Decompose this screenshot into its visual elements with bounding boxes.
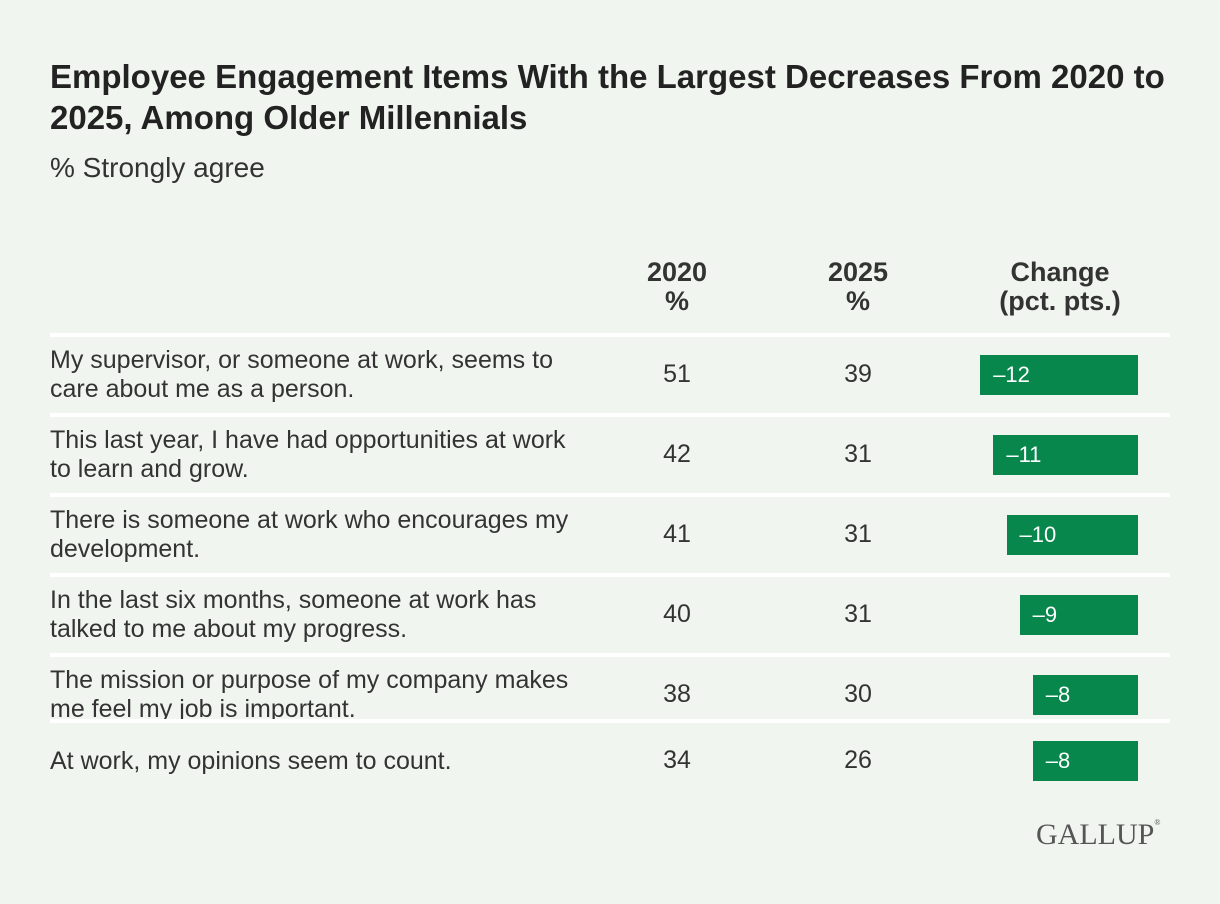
change-bar: –12 (980, 355, 1138, 395)
value-y2025: 39 (844, 360, 872, 388)
row-item-label: The mission or purpose of my company mak… (50, 666, 569, 723)
value-y2020: 51 (663, 360, 691, 388)
value-y2020: 34 (663, 746, 691, 774)
change-bar: –8 (1032, 741, 1138, 781)
change-bar: –10 (1006, 515, 1138, 555)
row-divider (50, 333, 1170, 337)
value-y2025: 31 (844, 520, 872, 548)
value-y2020: 42 (663, 440, 691, 468)
column-header-2025: 2025 % (758, 258, 958, 316)
chart-title: Employee Engagement Items With the Large… (50, 58, 1165, 136)
change-bar-label: –9 (1032, 602, 1058, 627)
value-y2020: 38 (663, 680, 691, 708)
row-item-label: This last year, I have had opportunities… (50, 426, 566, 483)
row-divider (50, 653, 1170, 657)
column-header-line: 2020 (646, 257, 708, 287)
row-item-label: My supervisor, or someone at work, seems… (50, 346, 553, 403)
value-y2020: 40 (663, 600, 691, 628)
change-bar-label: –12 (993, 362, 1030, 387)
row-divider (50, 493, 1170, 497)
chart-subtitle: % Strongly agree (50, 152, 265, 183)
change-bar-label: –8 (1045, 682, 1071, 707)
logo-text: GALLUP (1036, 818, 1155, 851)
gallup-logo: GALLUP® (1036, 818, 1161, 851)
change-bar: –8 (1032, 675, 1138, 715)
value-y2025: 31 (844, 440, 872, 468)
row-item-label: At work, my opinions seem to count. (50, 746, 452, 775)
value-y2020: 41 (663, 520, 691, 548)
column-header-line: 2025 (827, 257, 889, 287)
change-bar-label: –8 (1045, 748, 1071, 773)
value-y2025: 30 (844, 680, 872, 708)
row-item-label: In the last six months, someone at work … (50, 586, 537, 643)
column-header-2020: 2020 % (577, 258, 777, 316)
row-divider (50, 719, 1170, 723)
column-header-line: % (845, 286, 870, 316)
row-item-label: There is someone at work who encourages … (50, 506, 569, 563)
row-divider (50, 413, 1170, 417)
column-header-change: Change (pct. pts.) (960, 258, 1160, 316)
row-divider (50, 573, 1170, 577)
change-bar: –9 (1019, 595, 1138, 635)
column-header-line: % (664, 286, 689, 316)
value-y2025: 26 (844, 746, 872, 774)
change-bar-label: –11 (1006, 442, 1042, 467)
value-y2025: 31 (844, 600, 872, 628)
column-header-line: (pct. pts.) (999, 286, 1121, 316)
change-bar-label: –10 (1019, 522, 1057, 547)
column-header-line: Change (1010, 257, 1110, 287)
change-bar: –11 (993, 435, 1138, 475)
